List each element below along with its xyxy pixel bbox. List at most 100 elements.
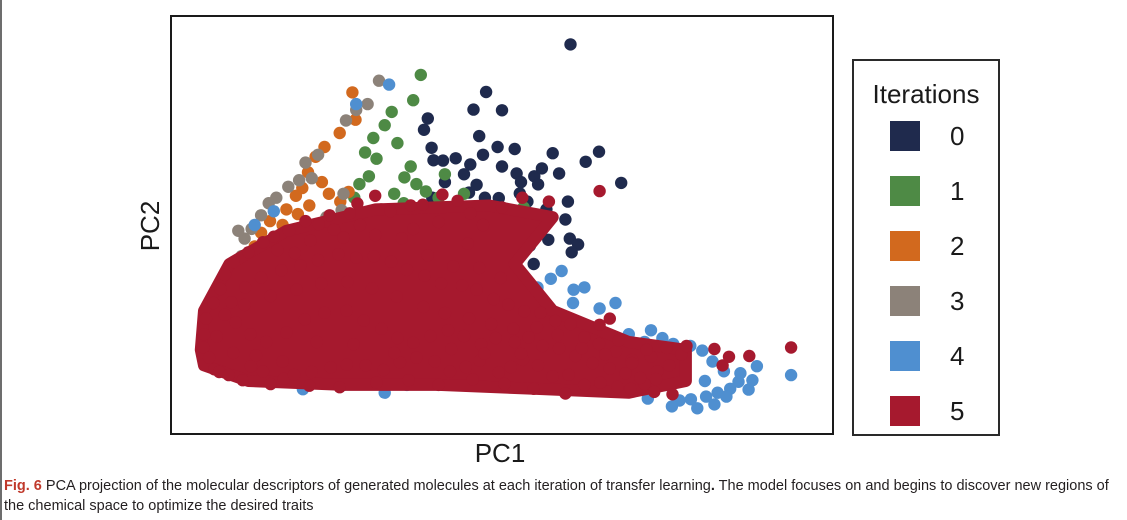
point-2-1 <box>349 113 362 126</box>
point-5-14 <box>323 209 336 222</box>
point-5-102 <box>441 324 455 337</box>
point-5-94 <box>298 313 311 326</box>
point-4-45 <box>746 374 759 387</box>
legend-label-3: 3 <box>950 286 965 316</box>
point-4-47 <box>784 368 798 382</box>
point-5-145 <box>625 356 639 370</box>
point-5-51 <box>531 359 545 372</box>
point-5-13 <box>343 207 356 220</box>
legend-label-4: 4 <box>950 341 965 371</box>
point-0-16 <box>508 142 521 156</box>
point-5-120 <box>432 378 445 392</box>
point-0-5 <box>417 123 431 136</box>
point-5-79 <box>400 263 414 277</box>
point-5-80 <box>384 255 398 268</box>
point-2-7 <box>289 189 303 202</box>
point-5-142 <box>551 328 564 342</box>
point-5-140 <box>508 335 521 349</box>
point-2-17 <box>322 187 336 200</box>
point-5-33 <box>244 360 258 373</box>
point-5-31 <box>222 368 235 382</box>
point-5-178 <box>327 223 341 236</box>
point-1-19 <box>419 185 433 198</box>
point-5-63 <box>660 341 673 355</box>
point-5-126 <box>227 346 240 360</box>
legend-swatch-0 <box>890 121 920 151</box>
point-2-2 <box>333 126 346 140</box>
point-4-41 <box>691 402 704 415</box>
point-5-56 <box>611 380 624 394</box>
point-5-136 <box>417 300 430 314</box>
point-5-175 <box>432 215 445 229</box>
point-5-53 <box>562 368 575 381</box>
point-4-3 <box>267 205 280 218</box>
point-3-10 <box>254 209 268 222</box>
point-5-88 <box>239 281 252 294</box>
point-5-41 <box>377 363 390 377</box>
point-5-146 <box>649 372 663 386</box>
point-5-122 <box>370 376 383 389</box>
point-5-67 <box>592 337 606 351</box>
point-5-100 <box>407 336 420 349</box>
point-5-103 <box>457 329 471 343</box>
point-5-104 <box>474 338 488 351</box>
point-5-7 <box>436 188 449 201</box>
point-4-27 <box>644 324 658 337</box>
point-5-155 <box>603 312 616 325</box>
point-5-150 <box>708 342 721 356</box>
point-5-168 <box>337 231 350 244</box>
point-5-49 <box>504 360 518 374</box>
point-5-36 <box>287 368 301 381</box>
point-5-78 <box>418 269 431 282</box>
point-5-119 <box>466 373 479 386</box>
point-4-55 <box>593 302 606 315</box>
point-5-60 <box>663 359 676 372</box>
point-5-15 <box>312 218 325 231</box>
point-4-49 <box>698 374 712 388</box>
point-5-118 <box>498 377 511 391</box>
point-1-16 <box>398 171 411 184</box>
point-0-19 <box>535 162 549 175</box>
point-5-123 <box>333 381 346 394</box>
point-5-172 <box>473 261 486 275</box>
point-5-121 <box>402 374 415 387</box>
point-5-161 <box>276 355 289 368</box>
point-0-22 <box>579 155 592 168</box>
point-3-0 <box>372 74 386 87</box>
point-0-15 <box>495 160 509 173</box>
legend-label-1: 1 <box>950 176 965 206</box>
point-4-18 <box>578 281 591 294</box>
point-4-37 <box>699 390 713 403</box>
point-0-2 <box>495 104 509 117</box>
caption-rest: The model focuses on and begins to disco… <box>4 478 1109 514</box>
point-0-55 <box>565 246 578 259</box>
point-5-10 <box>384 205 397 218</box>
point-5-139 <box>485 317 498 331</box>
point-5-75 <box>470 283 483 296</box>
point-5-16 <box>299 214 312 228</box>
point-5-131 <box>290 283 303 296</box>
point-5-179 <box>288 246 301 260</box>
point-5-174 <box>461 237 474 250</box>
point-5-176 <box>407 222 420 236</box>
legend-swatch-4 <box>890 341 920 371</box>
point-5-156 <box>640 343 653 356</box>
point-4-19 <box>566 296 580 310</box>
point-0-3 <box>467 103 480 116</box>
point-0-47 <box>531 178 545 191</box>
point-1-15 <box>388 187 401 200</box>
point-5-69 <box>564 317 577 331</box>
point-5-114 <box>634 371 647 385</box>
point-5-169 <box>304 234 317 247</box>
point-5-55 <box>594 376 607 389</box>
point-5-151 <box>743 349 756 363</box>
point-5-116 <box>559 387 572 400</box>
point-5-106 <box>507 322 520 335</box>
point-5-68 <box>578 331 591 344</box>
point-4-15 <box>544 272 557 285</box>
point-0-20 <box>546 147 559 160</box>
point-4-54 <box>609 296 622 310</box>
page-edge <box>0 0 2 520</box>
point-5-34 <box>256 365 270 378</box>
point-5-147 <box>666 388 679 401</box>
